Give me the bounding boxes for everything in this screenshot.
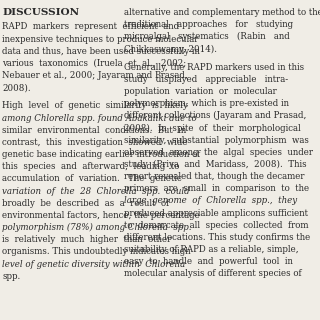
Text: this  species  and  afterward,  leading  to: this species and afterward, leading to — [3, 162, 180, 171]
Text: is  relatively  much  higher  than  other: is relatively much higher than other — [3, 235, 172, 244]
Text: to  demarcate  all  species  collected  from: to demarcate all species collected from — [124, 221, 308, 230]
Text: inexpensive techniques to produce molecular: inexpensive techniques to produce molecu… — [3, 35, 199, 44]
Text: data and thus, have been used successfully in: data and thus, have been used successful… — [3, 47, 200, 56]
Text: among Chlorella spp. found Abakaliki due to: among Chlorella spp. found Abakaliki due… — [3, 114, 197, 123]
Text: study  (Priya  and  Maridass,  2008).  This: study (Priya and Maridass, 2008). This — [124, 160, 307, 169]
Text: Nebauer et al., 2000; Jayaram and Prasad,: Nebauer et al., 2000; Jayaram and Prasad… — [3, 71, 188, 80]
Text: different locations. This study confirms the: different locations. This study confirms… — [124, 233, 310, 242]
Text: molecular analysis of different species of: molecular analysis of different species … — [124, 269, 301, 278]
Text: various  taxonomics  (Iruela  et  al.,  2002;: various taxonomics (Iruela et al., 2002; — [3, 59, 187, 68]
Text: suitability of RAPD as a reliable, simple,: suitability of RAPD as a reliable, simpl… — [124, 245, 299, 254]
Text: different collections (Jayaram and Prasad,: different collections (Jayaram and Prasa… — [124, 111, 306, 121]
Text: contrast,  this  investigation  showed  wide: contrast, this investigation showed wide — [3, 138, 188, 147]
Text: primers  are  small  in  comparison  to  the: primers are small in comparison to the — [124, 184, 309, 193]
Text: traditional   approaches   for   studying: traditional approaches for studying — [124, 20, 293, 29]
Text: Chikkaswamy, 2014).: Chikkaswamy, 2014). — [124, 44, 217, 54]
Text: genetic base indicating earlier introduction of: genetic base indicating earlier introduc… — [3, 150, 201, 159]
Text: report revealed that, though the decamer: report revealed that, though the decamer — [124, 172, 304, 181]
Text: 2008).  In  spite  of  their  morphological: 2008). In spite of their morphological — [124, 124, 300, 133]
Text: 2008).: 2008). — [3, 83, 31, 92]
Text: microalgal   systematics   (Rabin   and: microalgal systematics (Rabin and — [124, 32, 290, 42]
Text: produced appreciable amplicons sufficient: produced appreciable amplicons sufficien… — [124, 209, 308, 218]
Text: DISCUSSION: DISCUSSION — [3, 8, 80, 17]
Text: large  genome  of  Chlorella  spp.,  they: large genome of Chlorella spp., they — [124, 196, 297, 205]
Text: similarity,  substantial  polymorphism  was: similarity, substantial polymorphism was — [124, 136, 309, 145]
Text: alternative and complementary method to the: alternative and complementary method to … — [124, 8, 320, 17]
Text: environmental factors, hence, the percentage: environmental factors, hence, the percen… — [3, 211, 200, 220]
Text: level of genetic diversity within  Chlorella: level of genetic diversity within Chlore… — [3, 260, 186, 268]
Text: organisms. This undoubtedly indicates high: organisms. This undoubtedly indicates hi… — [3, 247, 191, 256]
Text: observed  among  the  algal  species  under: observed among the algal species under — [124, 148, 313, 157]
Text: polymorphism (78%) among Chlorella  spp.: polymorphism (78%) among Chlorella spp. — [3, 223, 192, 232]
Text: broadly  be  described  as  a  result  of: broadly be described as a result of — [3, 199, 170, 208]
Text: polymorphism, which is pre-existed in: polymorphism, which is pre-existed in — [124, 99, 289, 108]
Text: easy  to  handle  and  powerful  tool  in: easy to handle and powerful tool in — [124, 257, 293, 266]
Text: spp.: spp. — [3, 272, 21, 281]
Text: accumulation  of  variation.   The  genetic: accumulation of variation. The genetic — [3, 174, 182, 183]
Text: RAPD  markers  represent  efficient  and: RAPD markers represent efficient and — [3, 22, 180, 31]
Text: variation  of  the  28  Chlorella  spp.  could: variation of the 28 Chlorella spp. could — [3, 187, 190, 196]
Text: study   displayed   appreciable   intra-: study displayed appreciable intra- — [124, 75, 288, 84]
Text: Generally, the RAPD markers used in this: Generally, the RAPD markers used in this — [124, 63, 304, 72]
Text: population  variation  or  molecular: population variation or molecular — [124, 87, 276, 96]
Text: similar  environmental  conditions.  But  in: similar environmental conditions. But in — [3, 126, 187, 135]
Text: High  level  of  genetic  similarity  is  likely: High level of genetic similarity is like… — [3, 101, 188, 110]
